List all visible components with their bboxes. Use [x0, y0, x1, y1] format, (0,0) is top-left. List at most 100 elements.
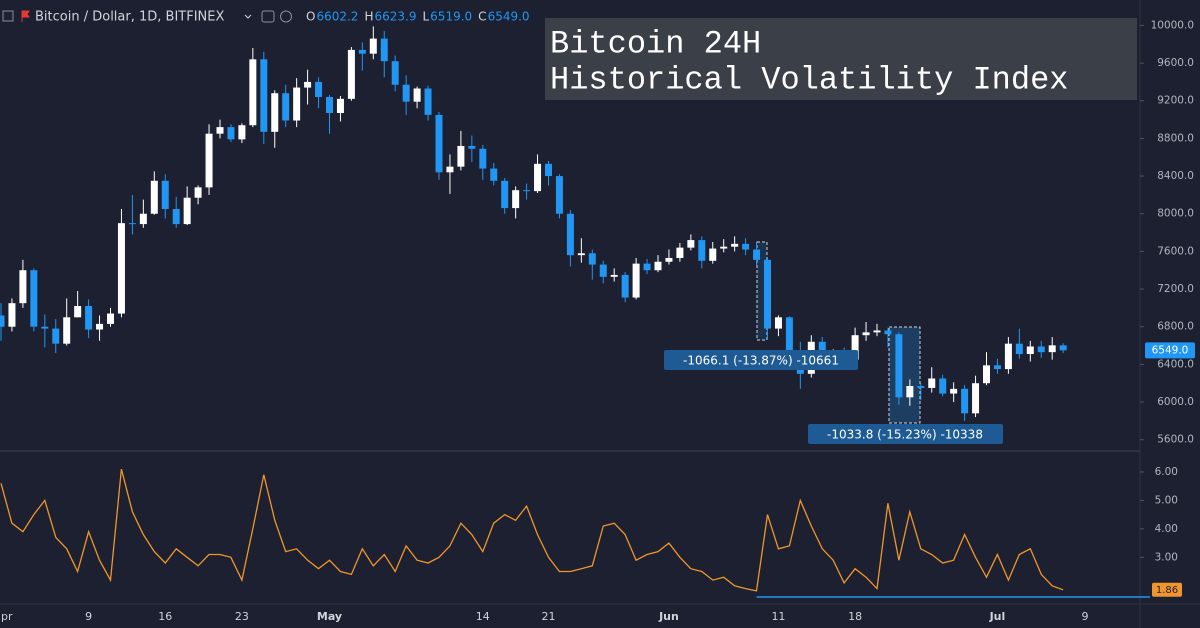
y-tick-label: 9600.0 — [1157, 57, 1194, 69]
x-tick-label: 18 — [848, 610, 862, 623]
candle-body — [128, 223, 136, 225]
candle-body — [1015, 343, 1023, 355]
x-tick-label: Jun — [658, 610, 679, 623]
measure-area — [888, 326, 921, 424]
candle-body — [194, 187, 202, 198]
candle-body — [369, 38, 377, 54]
candle-body — [391, 61, 399, 85]
candle-body — [643, 263, 651, 271]
y-tick-label: 8400.0 — [1157, 170, 1194, 182]
overlay-box — [545, 18, 1137, 100]
y-tick-label: 3.00 — [1155, 551, 1178, 563]
measure-label-box — [808, 424, 1003, 444]
candle-body — [424, 88, 432, 115]
candle-body — [96, 323, 104, 330]
candle-body — [512, 190, 520, 209]
candle-body — [731, 243, 739, 247]
y-tick-label: 4.00 — [1155, 523, 1178, 535]
x-tick-label: May — [317, 610, 342, 623]
candle-body — [621, 274, 629, 298]
legend-value: 6602.2 — [316, 10, 358, 24]
candle-body — [1004, 343, 1012, 370]
candle-body — [928, 378, 936, 388]
y-tick-label: 6.00 — [1155, 466, 1178, 478]
candle-body — [983, 365, 990, 384]
candle-body — [676, 247, 684, 258]
candle-body — [906, 386, 914, 398]
candle-body — [479, 148, 487, 169]
y-tick-label: 7600.0 — [1157, 245, 1194, 257]
x-tick-label: 14 — [476, 610, 490, 623]
candle-body — [742, 243, 750, 250]
candle-body — [30, 270, 38, 327]
candle-body — [183, 197, 191, 225]
y-tick-label: 8000.0 — [1157, 208, 1194, 220]
candle-body — [52, 328, 60, 344]
candle-body — [85, 306, 93, 330]
measure-label-box — [664, 350, 858, 370]
candle-body — [249, 59, 257, 126]
overlay-title: Bitcoin 24H — [550, 25, 761, 62]
y-tick-label: 6800.0 — [1157, 321, 1194, 333]
candle-body — [545, 163, 552, 177]
y-tick-label: 6400.0 — [1157, 358, 1194, 370]
candle-body — [326, 96, 333, 113]
candle-body — [435, 114, 443, 173]
candle-body — [577, 253, 585, 256]
icon — [21, 10, 30, 22]
candle-body — [402, 84, 410, 102]
candle-body — [0, 315, 5, 327]
candle-body — [785, 317, 793, 351]
icon — [244, 14, 252, 19]
candle-body — [150, 180, 158, 214]
candle-body — [753, 249, 761, 260]
last-value-box — [1152, 582, 1182, 597]
icon[interactable] — [261, 10, 275, 23]
legend-value: 6549.0 — [488, 10, 530, 24]
candle-body — [993, 365, 1001, 370]
y-tick-label: 5600.0 — [1157, 434, 1194, 446]
candle-body — [665, 257, 673, 262]
icon[interactable] — [280, 10, 292, 23]
candle-body — [216, 127, 224, 134]
x-tick-label: 21 — [542, 610, 556, 623]
candle-body — [884, 330, 892, 335]
legend-value: 6623.9 — [374, 10, 416, 24]
symbol[interactable]: Bitcoin / Dollar, 1D, BITFINEX — [35, 10, 224, 25]
candle-body — [698, 240, 706, 261]
x-tick-label: 9 — [1082, 610, 1089, 623]
candle-body — [63, 317, 71, 344]
candle-body — [315, 81, 323, 97]
candle-body — [1048, 345, 1056, 353]
volatility-line — [0, 468, 1064, 592]
legend-key: C — [478, 10, 486, 24]
candle-body — [19, 270, 27, 304]
candle-body — [1026, 346, 1034, 355]
measure-area — [756, 241, 768, 341]
candle-body — [764, 259, 771, 329]
icon[interactable] — [2, 10, 14, 22]
candle-body — [588, 253, 596, 265]
candle-body — [654, 261, 662, 271]
x-tick-label: 9 — [85, 610, 92, 623]
y-tick-label: 6000.0 — [1157, 396, 1194, 408]
candle-body — [380, 38, 388, 62]
x-tick-label: pr — [1, 610, 13, 623]
candle-body — [534, 163, 542, 192]
legend-key: H — [364, 10, 373, 24]
candle-body — [610, 274, 618, 277]
measure-label: -1066.1 (-13.87%) -10661 — [683, 354, 839, 368]
last-value-label: 1.86 — [1156, 585, 1178, 596]
candle-body — [304, 81, 312, 88]
candle-body — [523, 190, 531, 192]
y-tick-label: 10000.0 — [1151, 19, 1194, 31]
candle-body — [950, 388, 958, 394]
y-tick-label: 7200.0 — [1157, 283, 1194, 295]
overlay-title: Historical Volatility Index — [550, 61, 1068, 98]
candle-body — [566, 213, 574, 256]
legend-key: O — [306, 10, 315, 24]
y-tick-label: 9200.0 — [1157, 95, 1194, 107]
candle-body — [468, 145, 476, 149]
